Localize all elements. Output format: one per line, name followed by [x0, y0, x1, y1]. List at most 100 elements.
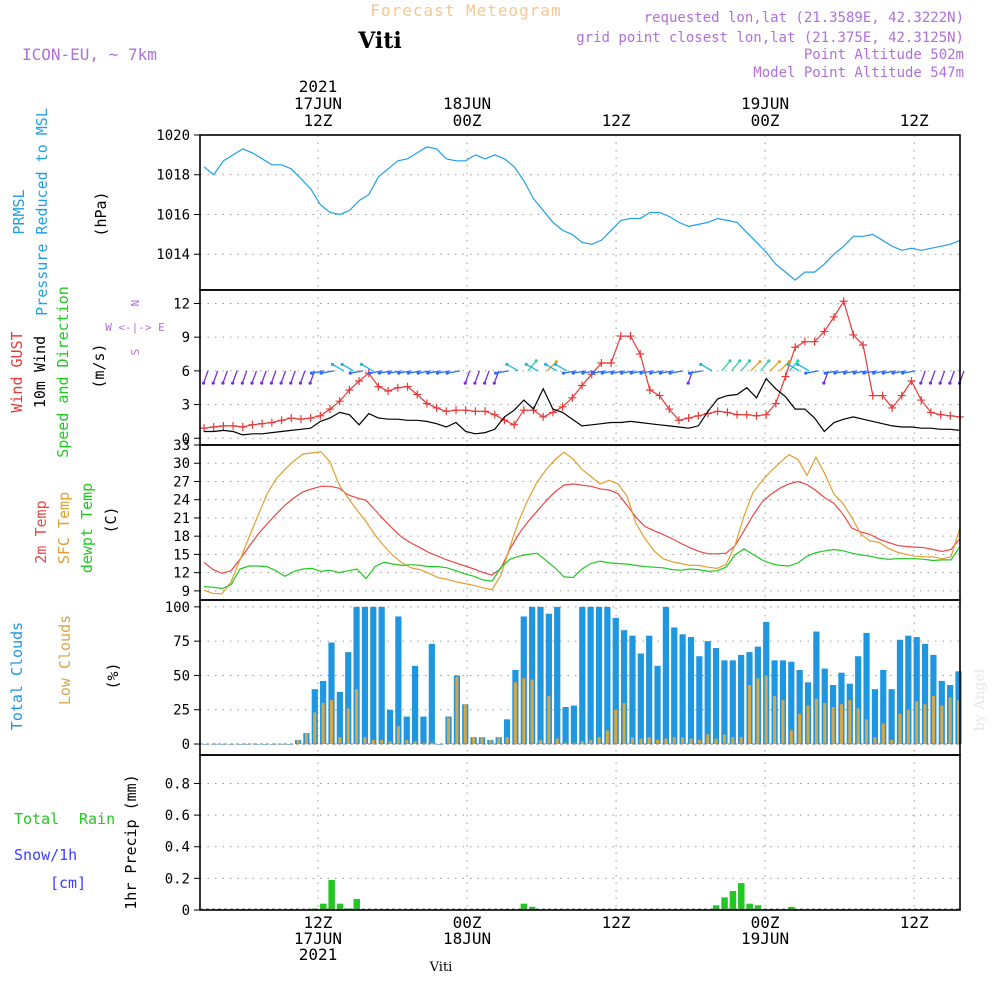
total-cloud-bar — [595, 606, 603, 745]
wind-arrow-head — [571, 371, 575, 375]
low-cloud-bar — [296, 739, 300, 745]
low-cloud-bar — [572, 742, 576, 745]
gust-marker — [791, 343, 800, 352]
gust-marker — [442, 407, 451, 416]
low-cloud-bar — [605, 730, 609, 745]
wind-arrow-head — [852, 371, 856, 375]
wind-arrow-head — [842, 371, 847, 375]
total-cloud-bar — [529, 606, 536, 745]
y-tick-label: 12 — [173, 566, 190, 582]
low-cloud-bar — [689, 738, 693, 745]
y-tick-label: 0.6 — [165, 808, 190, 824]
total-cloud-bar — [871, 689, 878, 745]
top-time-axis: 202117JUN12Z18JUN00Z12Z19JUN00Z12Z20JUN0… — [294, 77, 929, 130]
wind-arrow — [787, 363, 800, 372]
wind-arrow-head — [359, 362, 364, 366]
total-cloud-bar — [629, 635, 636, 745]
wind-arrow — [834, 370, 848, 374]
rain-bar — [520, 903, 528, 910]
top-time-label: 12Z — [900, 111, 929, 130]
low-cloud-bar — [647, 737, 651, 745]
temp2m-label: 2m Temp — [32, 500, 50, 563]
gust-marker — [558, 402, 567, 411]
total-cloud-bar — [537, 606, 544, 745]
pressure-panel: 1014 1016 1018 1020 — [156, 128, 961, 291]
total-cloud-bar — [855, 656, 862, 745]
gust-marker — [607, 359, 616, 368]
wind-arrow-head — [590, 371, 595, 375]
wind-speed-dir-label: Speed and Direction — [54, 286, 72, 458]
y-tick-label: 25 — [173, 703, 190, 719]
wind-arrow-head — [492, 381, 496, 385]
wind-arrow — [341, 363, 354, 372]
low-cloud-bar — [756, 678, 760, 745]
gust-marker — [800, 337, 809, 346]
wind-arrow — [602, 370, 616, 374]
y-tick-label: 0.4 — [165, 840, 190, 856]
wind-arrow — [332, 363, 345, 372]
total-cloud-bar — [278, 744, 285, 745]
wind-arrow — [611, 370, 625, 374]
snow-label: Snow/1h — [14, 846, 77, 864]
wind-arrow — [290, 370, 296, 384]
gust-marker — [374, 382, 383, 391]
wind-arrow — [299, 370, 306, 384]
low-cloud-bar — [739, 737, 743, 745]
compass-rose: N W <-|-> E S — [105, 300, 165, 356]
low-cloud-bar — [330, 700, 333, 745]
low-cloud-bar — [430, 742, 434, 745]
total-cloud-bar — [905, 635, 912, 745]
wind-arrow-head — [544, 362, 548, 366]
gust-marker — [781, 372, 790, 381]
precip-unit: 1hr Precip (mm) — [122, 774, 140, 909]
wind-arrow-head — [804, 371, 808, 375]
wind-arrow-head — [787, 360, 791, 364]
temp-unit: (C) — [102, 506, 120, 533]
low-cloud-bar — [321, 702, 325, 745]
wind-arrow-head — [416, 371, 420, 375]
wind-arrow-head — [687, 371, 692, 375]
wind-arrow-head — [340, 362, 344, 366]
low-cloud-bar — [614, 709, 618, 745]
low-cloud-bar — [313, 712, 317, 745]
low-cloud-bar — [798, 713, 802, 745]
wind-arrow — [892, 370, 906, 374]
pressure-msl-label: Pressure Reduced to MSL — [33, 108, 51, 316]
clouds-unit: (%) — [104, 662, 122, 689]
gust-marker — [403, 382, 412, 391]
total-cloud-bar — [361, 606, 369, 745]
wind-arrow-head — [649, 371, 653, 375]
rain-bar — [328, 879, 335, 910]
total-cloud-bar — [654, 665, 661, 745]
top-time-label: 12Z — [602, 111, 631, 130]
wind-arrow-head — [620, 371, 624, 375]
total-cloud-bar — [637, 653, 644, 745]
low-cloud-bar — [898, 713, 902, 745]
wind-arrow-head — [796, 359, 800, 363]
wind-arrow — [949, 370, 955, 384]
low-cloud-bar — [781, 700, 785, 745]
gust-marker — [830, 312, 838, 321]
wind-arrow-head — [426, 371, 430, 375]
wind-arrow-head — [406, 371, 411, 375]
wind-arrow-head — [738, 359, 742, 363]
total-cloud-bar — [621, 630, 628, 745]
gust-marker — [258, 419, 267, 428]
gust-marker — [723, 408, 732, 417]
total-cloud-bar — [328, 642, 335, 745]
gust-marker — [616, 332, 625, 341]
wind-arrow-head — [553, 362, 557, 366]
low-cloud-bar — [564, 742, 568, 745]
rain-bar — [746, 903, 753, 910]
wind-arrow — [369, 370, 383, 374]
wind-arrow — [311, 370, 325, 374]
gust-marker — [510, 420, 519, 429]
total-cloud-bar — [353, 606, 360, 745]
wind-arrow — [883, 370, 897, 374]
low-cloud-bar — [555, 738, 559, 745]
total-cloud-bar — [244, 744, 251, 745]
top-time-label: 19JUN — [741, 94, 789, 113]
low-cloud-bar — [931, 696, 935, 745]
low-cloud-bar — [413, 741, 417, 745]
wind10m-label: 10m Wind — [31, 336, 49, 408]
